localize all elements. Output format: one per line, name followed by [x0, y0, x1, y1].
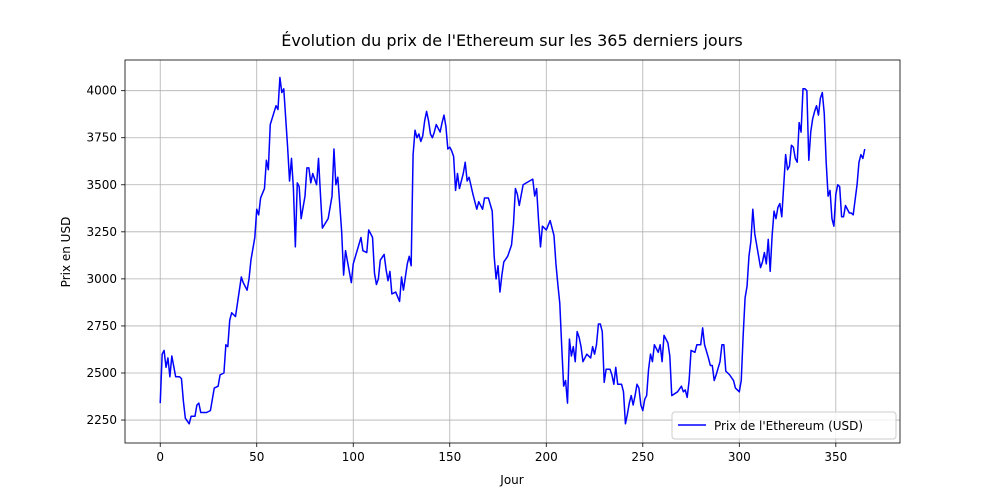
chart-title: Évolution du prix de l'Ethereum sur les … — [281, 31, 742, 50]
y-tick-label: 2250 — [86, 413, 117, 427]
y-tick-label: 3250 — [86, 225, 117, 239]
legend-box — [671, 411, 897, 440]
y-tick-label: 3000 — [86, 272, 117, 286]
price-line — [159, 76, 866, 425]
x-tick-label: 350 — [824, 450, 847, 464]
legend-label: Prix de l'Ethereum (USD) — [714, 419, 863, 433]
x-tick-label: 0 — [156, 450, 164, 464]
y-tick-label: 4000 — [86, 84, 117, 98]
x-tick-label: 50 — [249, 450, 264, 464]
y-tick-label: 2750 — [86, 319, 117, 333]
y-axis-label: Prix en USD — [59, 217, 73, 288]
y-tick-label: 3500 — [86, 178, 117, 192]
x-tick-label: 200 — [535, 450, 558, 464]
plot-frame — [124, 59, 901, 444]
x-tick-label: 150 — [438, 450, 461, 464]
x-tick-label: 300 — [728, 450, 751, 464]
legend: Prix de l'Ethereum (USD) — [671, 411, 897, 440]
y-tick-label: 2500 — [86, 366, 117, 380]
y-tick-label: 3750 — [86, 131, 117, 145]
x-tick-label: 100 — [342, 450, 365, 464]
x-axis-label: Jour — [499, 473, 523, 487]
x-tick-label: 250 — [631, 450, 654, 464]
